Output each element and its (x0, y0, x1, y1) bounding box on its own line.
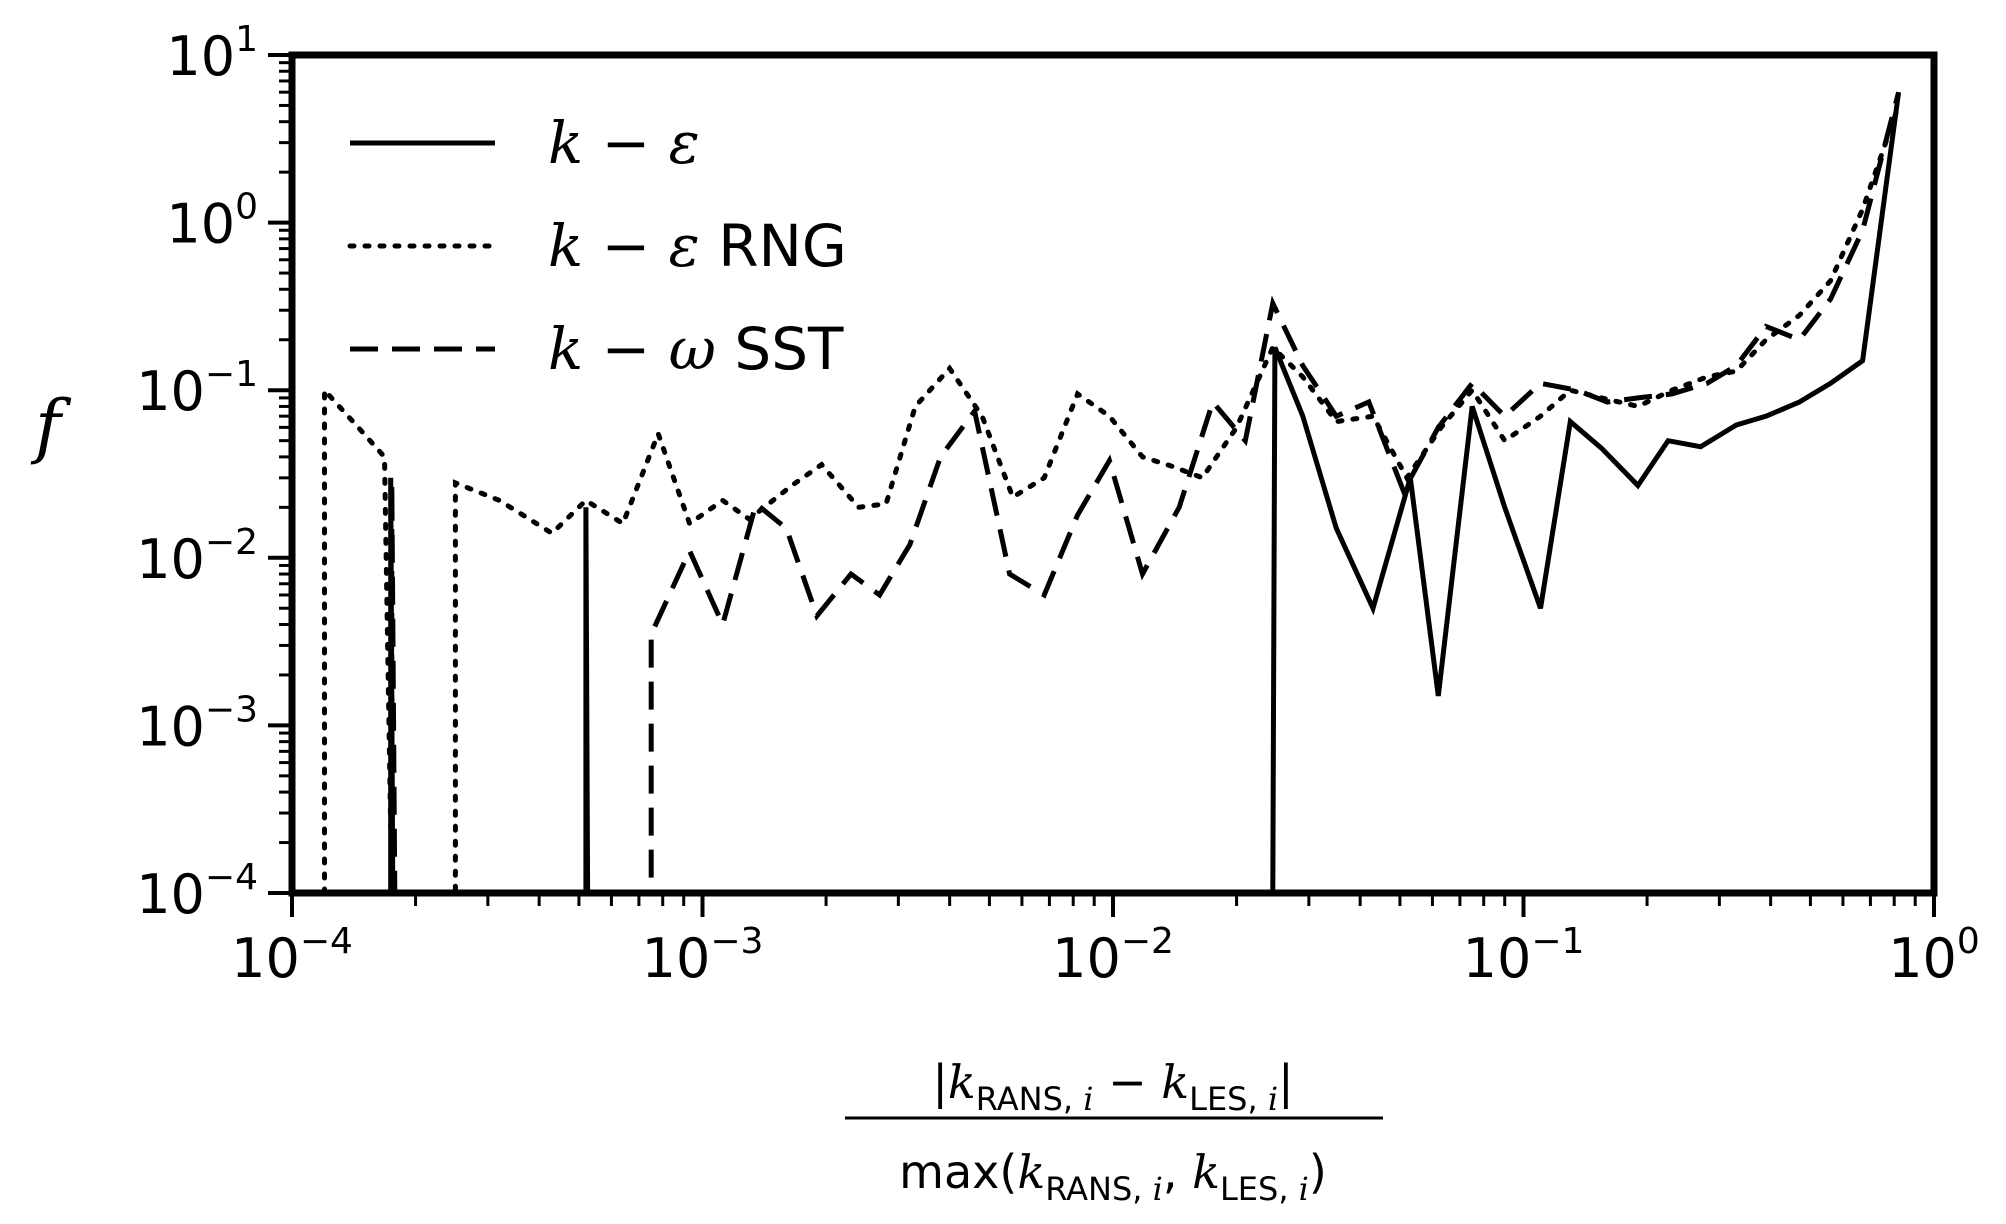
y-tick-label: 10−3 (136, 689, 258, 758)
legend-entry: k − ε (548, 109, 700, 177)
minor-ticks (279, 61, 1917, 906)
y-axis-label: f (30, 385, 72, 467)
x-axis-label: |kRANS, i − kLES, i| max(kRANS, i, kLES,… (845, 1055, 1383, 1208)
x-tick-label: 10−1 (1463, 921, 1585, 990)
y-tick-label: 100 (166, 187, 258, 256)
x-tick-label: 10−4 (231, 921, 353, 990)
series-line-dashed (389, 91, 1902, 896)
y-tick-label: 10−4 (136, 857, 258, 926)
legend-entry: k − ε RNG (548, 212, 847, 280)
x-axis-label-numerator: |kRANS, i − kLES, i| (932, 1055, 1293, 1118)
series-layer (322, 91, 1902, 896)
x-axis-label-denominator: max(kRANS, i, kLES, i) (899, 1145, 1327, 1208)
y-tick-label: 10−2 (136, 522, 258, 591)
plot-frame (288, 51, 1938, 897)
series-line-dotted (322, 103, 1902, 896)
series-line-solid (388, 91, 1902, 896)
x-tick-label: 10−3 (642, 921, 764, 990)
y-tick-label: 101 (166, 19, 258, 88)
x-tick-label: 10−2 (1052, 921, 1174, 990)
y-tick-label: 10−1 (136, 354, 258, 423)
legend: k − ε k − ε RNG k − ω SST (347, 109, 847, 383)
x-tick-label: 100 (1888, 921, 1980, 990)
legend-entry: k − ω SST (548, 315, 844, 383)
tick-labels: 10−4 10−3 10−2 10−1 100 101 10−4 10−3 10−2 10−1 10… (136, 19, 1980, 990)
major-ticks (268, 53, 1936, 917)
